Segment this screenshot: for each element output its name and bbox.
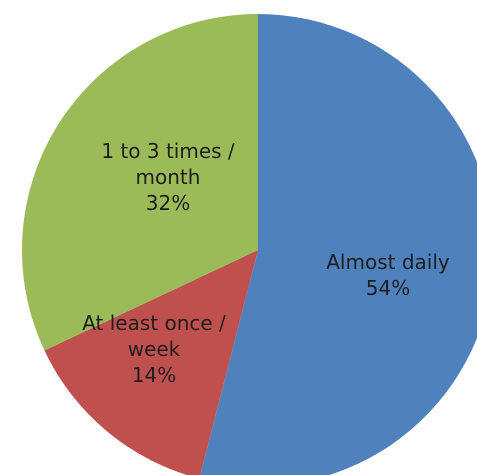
slice-almost-daily <box>200 14 477 475</box>
pie-slices <box>21 14 477 475</box>
label-1-to-3-times-month-line-1: month <box>136 165 201 189</box>
label-at-least-once-week-line-0: At least once / <box>82 311 226 335</box>
label-almost-daily: Almost daily 54% <box>326 250 450 300</box>
label-almost-daily-line-1: 54% <box>366 276 410 300</box>
slice-1-to-3-times-month <box>21 14 258 351</box>
label-1-to-3-times-month-line-2: 32% <box>146 191 190 215</box>
label-1-to-3-times-month: 1 to 3 times / month 32% <box>101 139 235 215</box>
label-at-least-once-week: At least once / week 14% <box>82 311 226 387</box>
label-at-least-once-week-line-1: week <box>128 337 181 361</box>
label-at-least-once-week-line-2: 14% <box>132 363 176 387</box>
slice-at-least-once-week <box>44 250 258 475</box>
pie-labels: Almost daily 54% At least once / week 14% 1 t… <box>82 139 450 387</box>
label-almost-daily-line-0: Almost daily <box>326 250 450 274</box>
label-1-to-3-times-month-line-0: 1 to 3 times / <box>101 139 235 163</box>
